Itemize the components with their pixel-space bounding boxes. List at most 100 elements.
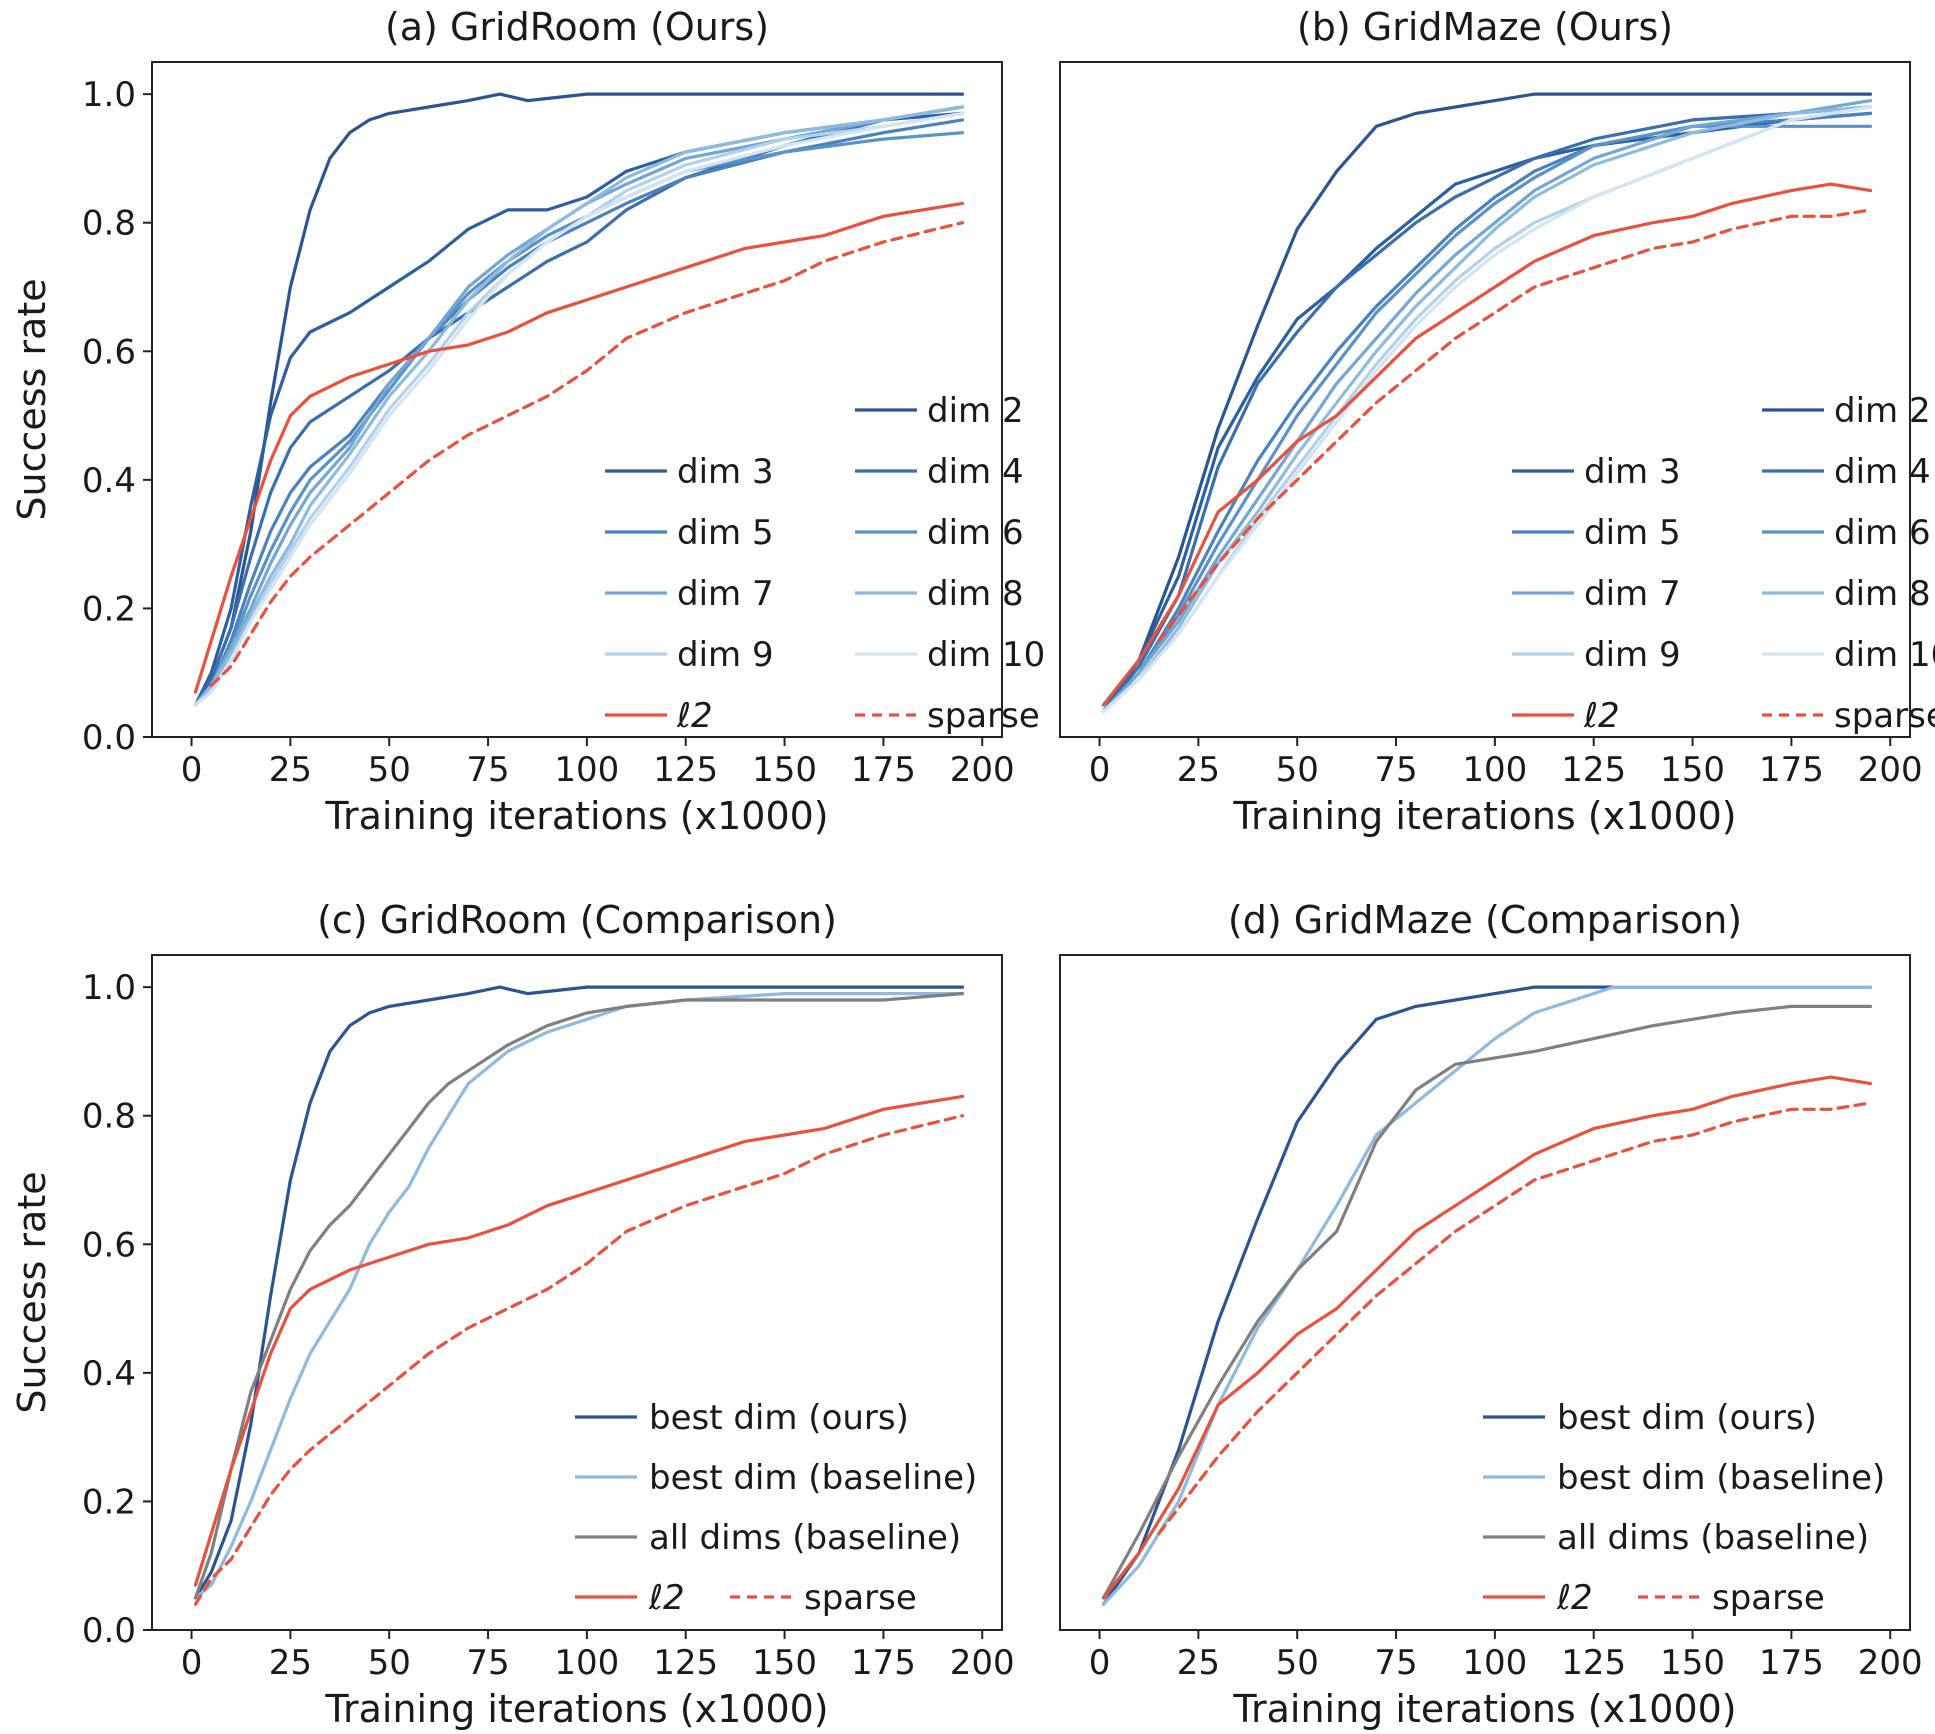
legend: dim 2 dim 3 dim 4 dim 5 dim 6 dim 7 dim 8 dim 9… [1512, 391, 1935, 736]
x-tick-label: 100 [1462, 750, 1527, 790]
y-tick-label: 0.6 [82, 1225, 136, 1265]
legend-label: dim 2 [1834, 391, 1931, 431]
series-group [1101, 985, 1873, 1606]
series-line-l2 [1101, 1075, 1873, 1600]
series-line-dim-6 [1101, 124, 1873, 713]
legend-label: dim 8 [927, 574, 1024, 614]
x-tick-label: 75 [466, 750, 509, 790]
legend-label: ℓ2 [1583, 696, 1620, 736]
plot-frame [151, 61, 1003, 738]
x-tick-label: 75 [1374, 750, 1417, 790]
x-tick-label: 200 [950, 750, 1015, 790]
series-line-l2 [193, 1094, 965, 1587]
legend-label: dim 10 [927, 635, 1045, 675]
legend-entry-all-dims-baseline: all dims (baseline) [1483, 1518, 1869, 1558]
legend-entry-dim-9: dim 9 [1512, 635, 1681, 675]
series-line-dim-8 [1101, 105, 1873, 713]
legend-entry-best-dim-baseline: best dim (baseline) [575, 1458, 977, 1498]
legend-entry-dim-5: dim 5 [1512, 513, 1681, 553]
legend-entry-best-dim-ours: best dim (ours) [575, 1398, 909, 1438]
legend-entry-all-dims-baseline: all dims (baseline) [575, 1518, 961, 1558]
x-tick-label: 50 [1276, 1643, 1319, 1683]
legend-entry-sparse: sparse [730, 1578, 917, 1618]
legend-entry-dim-2: dim 2 [855, 391, 1024, 431]
series-line-dim-7 [1101, 98, 1873, 713]
series-line-dim-7 [193, 105, 965, 707]
chart-panel-a: (a) GridRoom (Ours) 0 25 50 75 100 125 150 175 20… [10, 5, 1045, 838]
x-tick-label: 125 [653, 750, 718, 790]
x-tick-label: 125 [653, 1643, 718, 1683]
x-tick-label: 175 [1759, 1643, 1824, 1683]
legend-label: all dims (baseline) [649, 1518, 961, 1558]
legend-label: dim 6 [1834, 513, 1931, 553]
legend-entry-dim-4: dim 4 [855, 452, 1024, 492]
x-tick-label: 25 [269, 750, 312, 790]
legend-entry-dim-5: dim 5 [605, 513, 774, 553]
x-tick-label: 150 [1660, 1643, 1725, 1683]
x-tick-label: 125 [1561, 750, 1626, 790]
x-tick-label: 100 [554, 750, 619, 790]
x-axis-label: Training iterations (x1000) [1232, 794, 1736, 838]
y-tick-label: 1.0 [82, 75, 136, 115]
legend-entry-dim-9: dim 9 [605, 635, 774, 675]
legend-label: dim 7 [677, 574, 774, 614]
chart-title: (a) GridRoom (Ours) [385, 5, 769, 49]
legend-entry-l2: ℓ2 [1512, 696, 1620, 736]
legend-label: sparse [804, 1578, 917, 1618]
series-line-all-dims-baseline [1101, 1004, 1873, 1600]
legend-label: sparse [1834, 696, 1935, 736]
series-group [1101, 92, 1873, 713]
chart-title: (b) GridMaze (Ours) [1297, 5, 1673, 49]
legend-entry-best-dim-ours: best dim (ours) [1483, 1398, 1817, 1438]
y-tick-label: 0.2 [82, 589, 136, 629]
x-tick-label: 100 [1462, 1643, 1527, 1683]
legend: best dim (ours) best dim (baseline) all di… [1483, 1398, 1885, 1618]
y-tick-label: 0.4 [82, 461, 136, 501]
x-tick-label: 200 [1858, 750, 1923, 790]
legend: best dim (ours) best dim (baseline) all di… [575, 1398, 977, 1618]
x-axis-label: Training iterations (x1000) [324, 1687, 828, 1731]
legend-entry-dim-7: dim 7 [605, 574, 774, 614]
x-tick-label: 25 [1177, 750, 1220, 790]
legend-entry-sparse: sparse [1762, 696, 1935, 736]
x-tick-label: 50 [1276, 750, 1319, 790]
legend-entry-sparse: sparse [855, 696, 1040, 736]
y-tick-label: 0.0 [82, 1611, 136, 1651]
legend-label: dim 4 [927, 452, 1024, 492]
x-tick-label: 175 [1759, 750, 1824, 790]
legend-entry-dim-8: dim 8 [855, 574, 1024, 614]
plot-frame [151, 954, 1003, 1631]
series-line-dim-3 [1101, 111, 1873, 713]
plot-frame [1059, 61, 1911, 738]
legend-label: ℓ2 [648, 1578, 685, 1618]
legend-label: dim 5 [1584, 513, 1681, 553]
y-tick-label: 0.8 [82, 204, 136, 244]
x-tick-label: 175 [851, 1643, 916, 1683]
chart-panel-c: (c) GridRoom (Comparison) 0 25 50 75 100 125 15… [10, 898, 1015, 1731]
legend-entry-dim-4: dim 4 [1762, 452, 1931, 492]
x-tick-label: 0 [181, 1643, 203, 1683]
legend-label: sparse [1712, 1578, 1825, 1618]
legend: dim 2 dim 3 dim 4 dim 5 dim 6 dim 7 dim 8 dim 9… [605, 391, 1045, 736]
x-tick-label: 0 [1089, 750, 1111, 790]
x-tick-label: 150 [752, 1643, 817, 1683]
legend-entry-dim-10: dim 10 [1762, 635, 1935, 675]
legend-entry-dim-6: dim 6 [855, 513, 1024, 553]
legend-entry-dim-2: dim 2 [1762, 391, 1931, 431]
legend-label: dim 3 [677, 452, 774, 492]
x-tick-label: 100 [554, 1643, 619, 1683]
x-axis-label: Training iterations (x1000) [324, 794, 828, 838]
legend-entry-dim-8: dim 8 [1762, 574, 1931, 614]
x-tick-label: 200 [950, 1643, 1015, 1683]
series-line-sparse [193, 1114, 965, 1606]
legend-entry-dim-3: dim 3 [1512, 452, 1681, 492]
x-tick-label: 125 [1561, 1643, 1626, 1683]
series-line-best-dim-baseline [1101, 985, 1873, 1606]
legend-label: dim 5 [677, 513, 774, 553]
legend-label: dim 6 [927, 513, 1024, 553]
chart-title: (d) GridMaze (Comparison) [1228, 898, 1742, 942]
y-axis-label: Success rate [10, 278, 54, 520]
legend-label: dim 2 [927, 391, 1024, 431]
x-tick-label: 50 [368, 750, 411, 790]
